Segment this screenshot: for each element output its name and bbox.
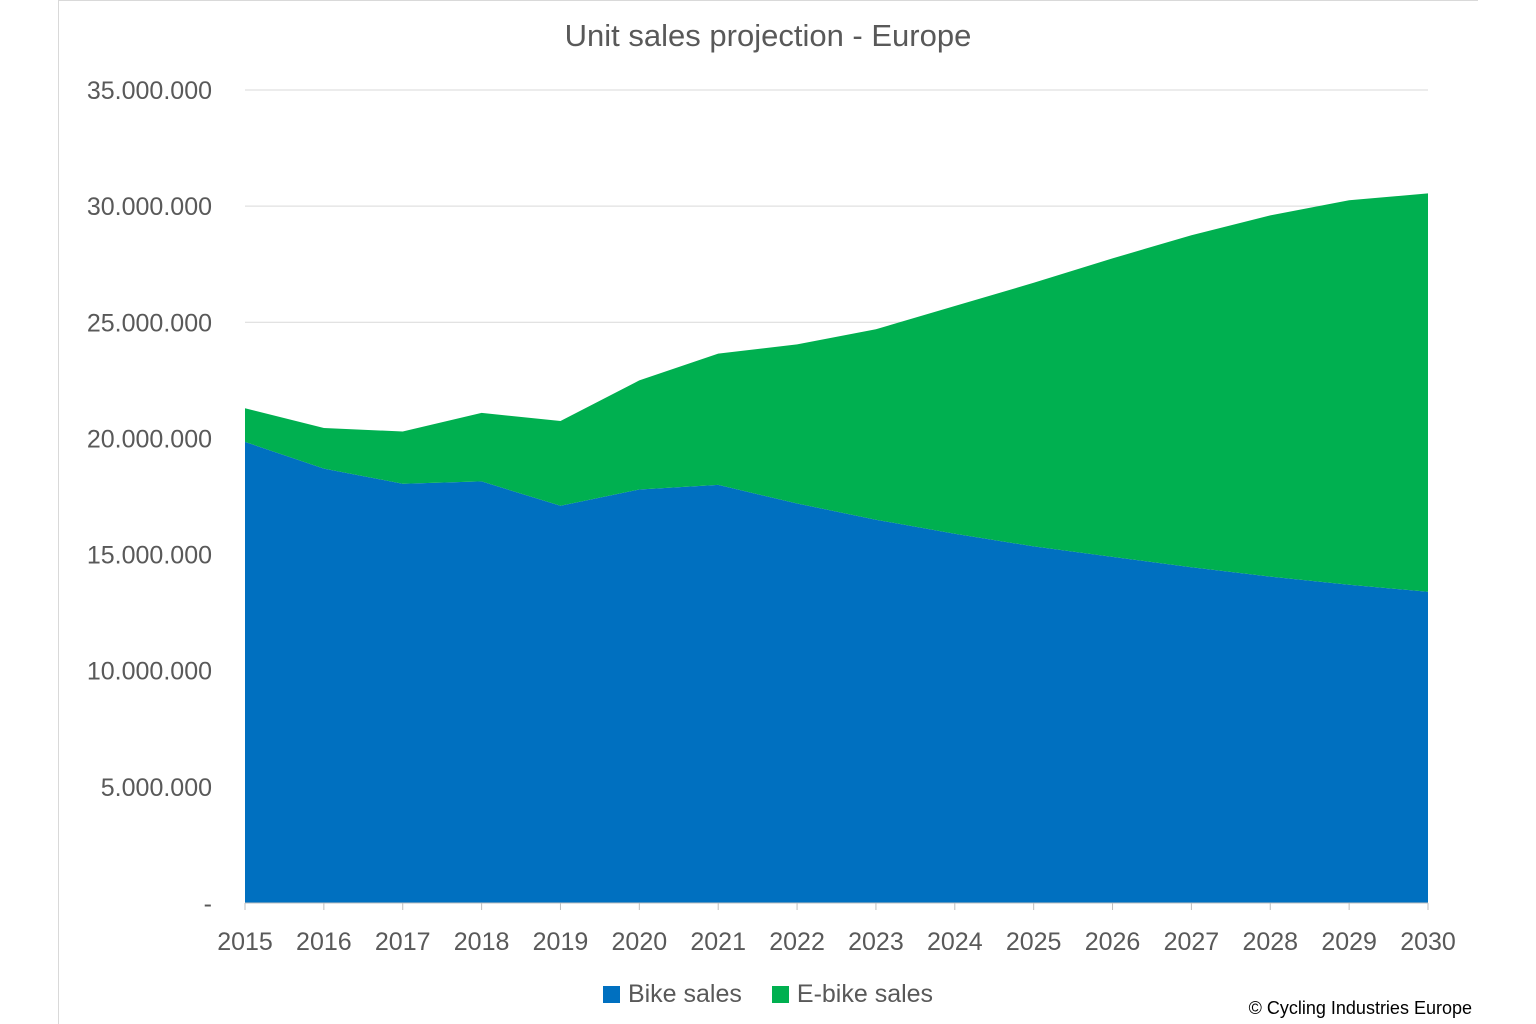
x-tick-label: 2022 bbox=[769, 928, 825, 956]
x-tick-label: 2023 bbox=[848, 928, 904, 956]
copyright-note: © Cycling Industries Europe bbox=[1248, 998, 1472, 1018]
x-tick-label: 2018 bbox=[454, 928, 510, 956]
y-tick-label: 30.000.000 bbox=[87, 193, 212, 221]
x-tick-label: 2020 bbox=[612, 928, 668, 956]
legend-label-ebike-sales: E-bike sales bbox=[796, 980, 934, 1008]
legend-swatch-ebike-sales bbox=[771, 986, 789, 1003]
y-tick-label: - bbox=[204, 890, 212, 918]
x-tick-label: 2029 bbox=[1321, 928, 1377, 956]
y-tick-label: 5.000.000 bbox=[101, 774, 212, 802]
legend: Bike sales E-bike sales bbox=[0, 980, 1536, 1009]
x-tick-label: 2016 bbox=[296, 928, 352, 956]
x-tick-label: 2017 bbox=[375, 928, 431, 956]
y-tick-label: 35.000.000 bbox=[87, 77, 212, 105]
x-tick-label: 2028 bbox=[1242, 928, 1298, 956]
legend-swatch-bike-sales bbox=[602, 986, 620, 1003]
axes: - 5.000.000 10.000.000 15.000.000 20.000.000… bbox=[87, 77, 1456, 956]
y-tick-label: 20.000.000 bbox=[87, 425, 212, 453]
x-tick-label: 2019 bbox=[533, 928, 589, 956]
x-tick-label: 2024 bbox=[927, 928, 983, 956]
y-tick-label: 10.000.000 bbox=[87, 658, 212, 686]
x-tick-label: 2021 bbox=[690, 928, 746, 956]
chart-frame bbox=[58, 0, 1478, 1024]
x-tick-label: 2026 bbox=[1085, 928, 1141, 956]
legend-item-bike-sales: Bike sales bbox=[602, 980, 742, 1009]
x-tick-label: 2025 bbox=[1006, 928, 1062, 956]
y-tick-label: 15.000.000 bbox=[87, 542, 212, 570]
chart-title: Unit sales projection - Europe bbox=[564, 18, 972, 53]
x-tick-label: 2015 bbox=[217, 928, 273, 956]
y-tick-label: 25.000.000 bbox=[87, 309, 212, 337]
area-series-group bbox=[245, 193, 1428, 903]
x-tick-label: 2030 bbox=[1400, 928, 1456, 956]
legend-item-ebike-sales: E-bike sales bbox=[771, 980, 934, 1009]
x-tick-label: 2027 bbox=[1164, 928, 1220, 956]
area-bike-sales bbox=[245, 441, 1428, 903]
area-e-bike-sales bbox=[245, 193, 1428, 592]
legend-label-bike-sales: Bike sales bbox=[627, 980, 742, 1008]
